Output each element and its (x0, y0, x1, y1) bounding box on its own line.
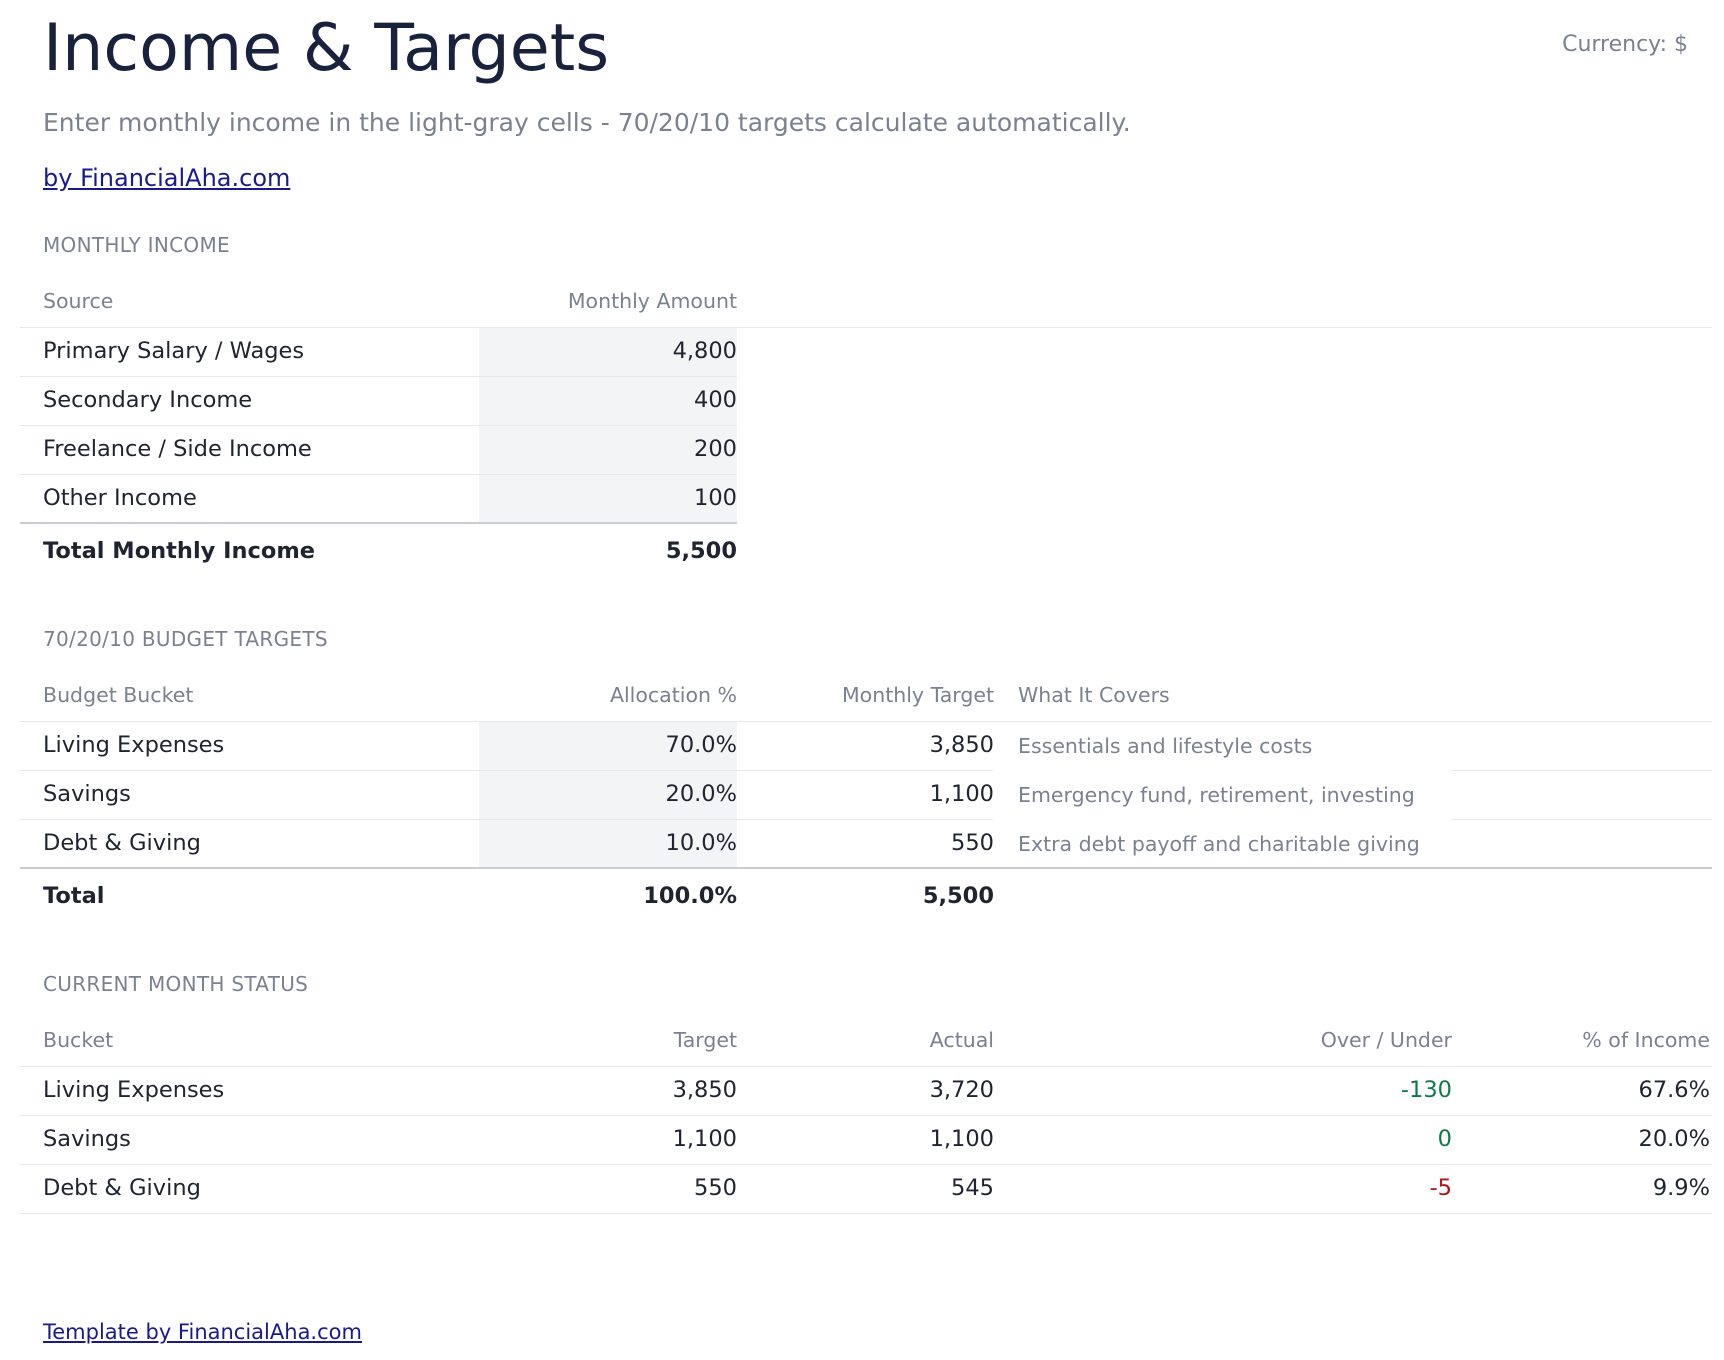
income-amount-input[interactable]: 100 (694, 485, 737, 511)
income-amount-input[interactable]: 200 (694, 436, 737, 462)
allocation-input[interactable]: 70.0% (665, 732, 737, 758)
footer-template-link[interactable]: Template by FinancialAha.com (43, 1320, 362, 1344)
row-divider (20, 474, 737, 475)
pct-of-income-value: 67.6% (1638, 1077, 1710, 1103)
status-target-value: 550 (694, 1175, 737, 1201)
status-actual-value: 1,100 (929, 1126, 994, 1152)
section-label-current-month-status: CURRENT MONTH STATUS (43, 972, 309, 996)
column-header-monthly-amount: Monthly Amount (567, 289, 737, 313)
header-divider (20, 721, 1712, 722)
target-row-bucket: Debt & Giving (43, 830, 201, 856)
total-income-label: Total Monthly Income (43, 538, 316, 564)
column-header-source: Source (43, 289, 114, 313)
target-row-bucket: Savings (43, 781, 131, 807)
total-divider (20, 867, 1712, 869)
covers-description: Essentials and lifestyle costs (1018, 734, 1313, 758)
column-header-monthly-target: Monthly Target (841, 683, 994, 707)
over-under-value: -5 (1429, 1175, 1452, 1201)
pct-of-income-value: 20.0% (1638, 1126, 1710, 1152)
currency-label: Currency: $ (1562, 32, 1688, 57)
row-divider (20, 376, 737, 377)
monthly-target-value: 3,850 (929, 732, 994, 758)
covers-description: Emergency fund, retirement, investing (1018, 783, 1415, 807)
covers-description: Extra debt payoff and charitable giving (1018, 832, 1420, 856)
column-header-bucket: Bucket (43, 1028, 114, 1052)
targets-total-allocation: 100.0% (643, 883, 737, 909)
header-divider (20, 1066, 1712, 1067)
pct-of-income-value: 9.9% (1652, 1175, 1710, 1201)
status-row-bucket: Living Expenses (43, 1077, 225, 1103)
column-header-target: Target (673, 1028, 737, 1052)
byline-link[interactable]: by FinancialAha.com (43, 164, 291, 192)
income-row-source: Secondary Income (43, 387, 253, 413)
column-header-allocation: Allocation % (609, 683, 737, 707)
column-header-actual: Actual (929, 1028, 994, 1052)
target-row-bucket: Living Expenses (43, 732, 225, 758)
row-divider (1452, 770, 1712, 771)
column-header-over-under: Over / Under (1320, 1028, 1452, 1052)
status-actual-value: 3,720 (929, 1077, 994, 1103)
row-divider (1452, 819, 1712, 820)
total-income-value: 5,500 (665, 538, 737, 564)
status-row-bucket: Debt & Giving (43, 1175, 201, 1201)
allocation-input[interactable]: 20.0% (665, 781, 737, 807)
column-header-pct-of-income: % of Income (1582, 1028, 1710, 1052)
column-header-budget-bucket: Budget Bucket (43, 683, 194, 707)
status-row-bucket: Savings (43, 1126, 131, 1152)
over-under-value: -130 (1400, 1077, 1452, 1103)
targets-total-target: 5,500 (922, 883, 994, 909)
section-label-monthly-income: MONTHLY INCOME (43, 233, 230, 257)
header-divider (20, 327, 1712, 328)
column-header-what-it-covers: What It Covers (1018, 683, 1170, 707)
status-actual-value: 545 (951, 1175, 994, 1201)
status-target-value: 1,100 (672, 1126, 737, 1152)
row-divider (20, 1164, 1712, 1165)
row-divider (20, 1213, 1712, 1214)
row-divider (20, 819, 993, 820)
row-divider (20, 425, 737, 426)
income-row-source: Other Income (43, 485, 197, 511)
targets-total-label: Total (43, 883, 105, 909)
row-divider (20, 770, 993, 771)
monthly-target-value: 1,100 (929, 781, 994, 807)
page-title: Income & Targets (43, 11, 610, 86)
monthly-target-value: 550 (951, 830, 994, 856)
income-row-source: Freelance / Side Income (43, 436, 312, 462)
section-label-budget-targets: 70/20/10 BUDGET TARGETS (43, 627, 328, 651)
status-target-value: 3,850 (672, 1077, 737, 1103)
row-divider (20, 1115, 1712, 1116)
input-cells-background (479, 722, 737, 868)
income-amount-input[interactable]: 400 (694, 387, 737, 413)
allocation-input[interactable]: 10.0% (665, 830, 737, 856)
income-amount-input[interactable]: 4,800 (672, 338, 737, 364)
total-divider (20, 522, 737, 524)
over-under-value: 0 (1437, 1126, 1452, 1152)
income-row-source: Primary Salary / Wages (43, 338, 305, 364)
page-subtitle: Enter monthly income in the light-gray c… (43, 108, 1131, 137)
